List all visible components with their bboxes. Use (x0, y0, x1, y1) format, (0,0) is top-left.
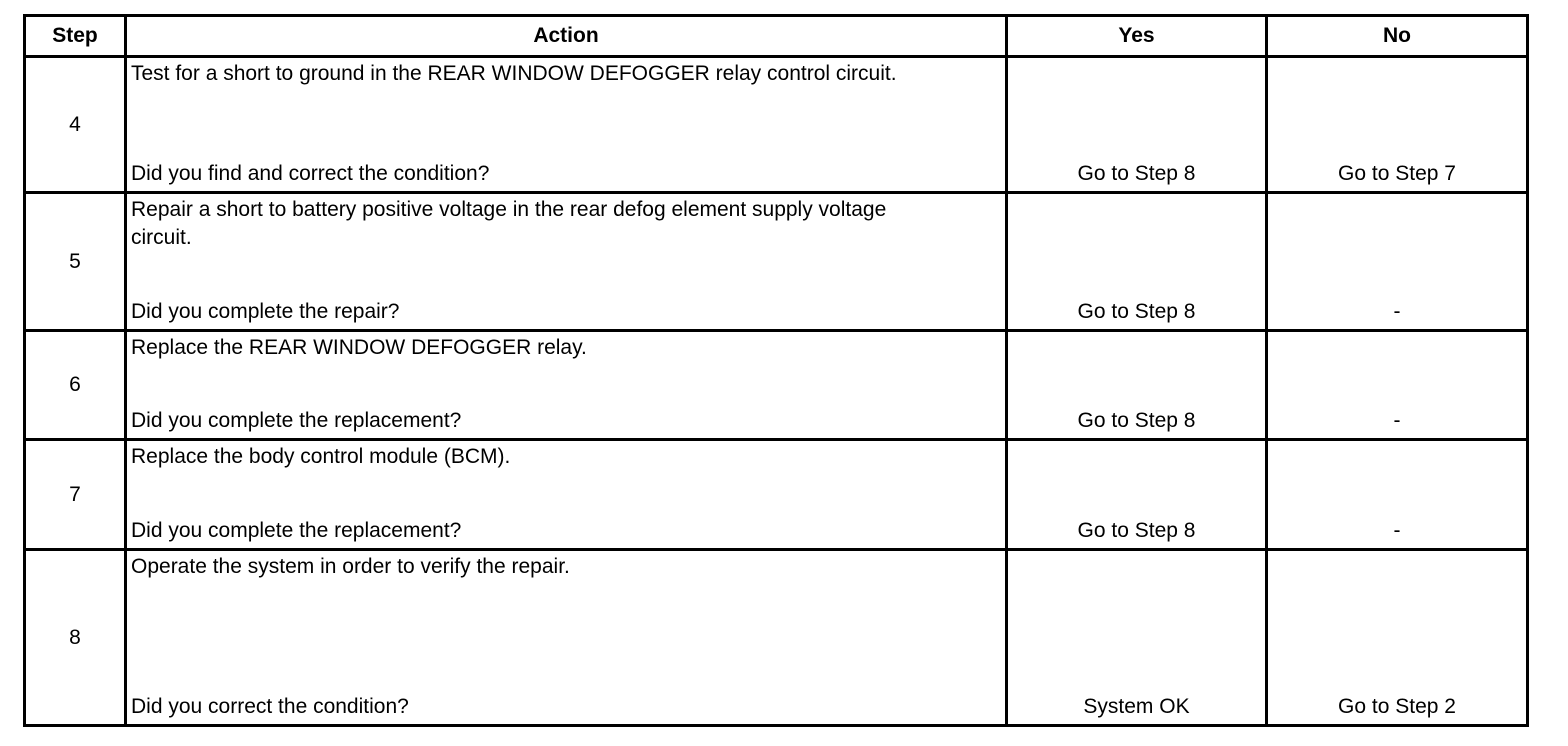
action-text: Repair a short to battery positive volta… (131, 198, 887, 249)
action-question: Did you complete the repair? (131, 300, 400, 323)
step-number: 6 (23, 329, 127, 441)
action-question: Did you complete the replacement? (131, 519, 462, 542)
header-row: Step Action Yes No (23, 14, 1529, 58)
no-result: - (1265, 191, 1529, 332)
step-number: 4 (23, 55, 127, 194)
step-number: 5 (23, 191, 127, 332)
yes-result: Go to Step 8 (1005, 55, 1268, 194)
action-text: Operate the system in order to verify th… (131, 555, 570, 578)
action-cell: Repair a short to battery positive volta… (124, 191, 1008, 332)
action-cell: Replace the REAR WINDOW DEFOGGER relay. … (124, 329, 1008, 441)
header-action: Action (124, 14, 1008, 58)
no-result: Go to Step 2 (1265, 548, 1529, 727)
no-result: - (1265, 438, 1529, 551)
no-result: - (1265, 329, 1529, 441)
action-question: Did you correct the condition? (131, 695, 409, 718)
action-text: Replace the REAR WINDOW DEFOGGER relay. (131, 336, 587, 359)
header-yes: Yes (1005, 14, 1268, 58)
header-no: No (1265, 14, 1529, 58)
action-cell: Replace the body control module (BCM). D… (124, 438, 1008, 551)
yes-result: Go to Step 8 (1005, 438, 1268, 551)
table-row: 8 Operate the system in order to verify … (23, 548, 1529, 727)
table-row: 5 Repair a short to battery positive vol… (23, 191, 1529, 332)
table-row: 7 Replace the body control module (BCM).… (23, 438, 1529, 551)
diagnostic-table: Step Action Yes No 4 Test for a short to… (23, 14, 1529, 727)
no-result: Go to Step 7 (1265, 55, 1529, 194)
action-cell: Test for a short to ground in the REAR W… (124, 55, 1008, 194)
action-text: Replace the body control module (BCM). (131, 445, 511, 468)
header-step: Step (23, 14, 127, 58)
step-number: 7 (23, 438, 127, 551)
action-text: Test for a short to ground in the REAR W… (131, 62, 897, 85)
action-cell: Operate the system in order to verify th… (124, 548, 1008, 727)
yes-result: Go to Step 8 (1005, 329, 1268, 441)
table-row: 6 Replace the REAR WINDOW DEFOGGER relay… (23, 329, 1529, 441)
step-number: 8 (23, 548, 127, 727)
action-question: Did you find and correct the condition? (131, 162, 490, 185)
table-row: 4 Test for a short to ground in the REAR… (23, 55, 1529, 194)
yes-result: System OK (1005, 548, 1268, 727)
yes-result: Go to Step 8 (1005, 191, 1268, 332)
action-question: Did you complete the replacement? (131, 409, 462, 432)
